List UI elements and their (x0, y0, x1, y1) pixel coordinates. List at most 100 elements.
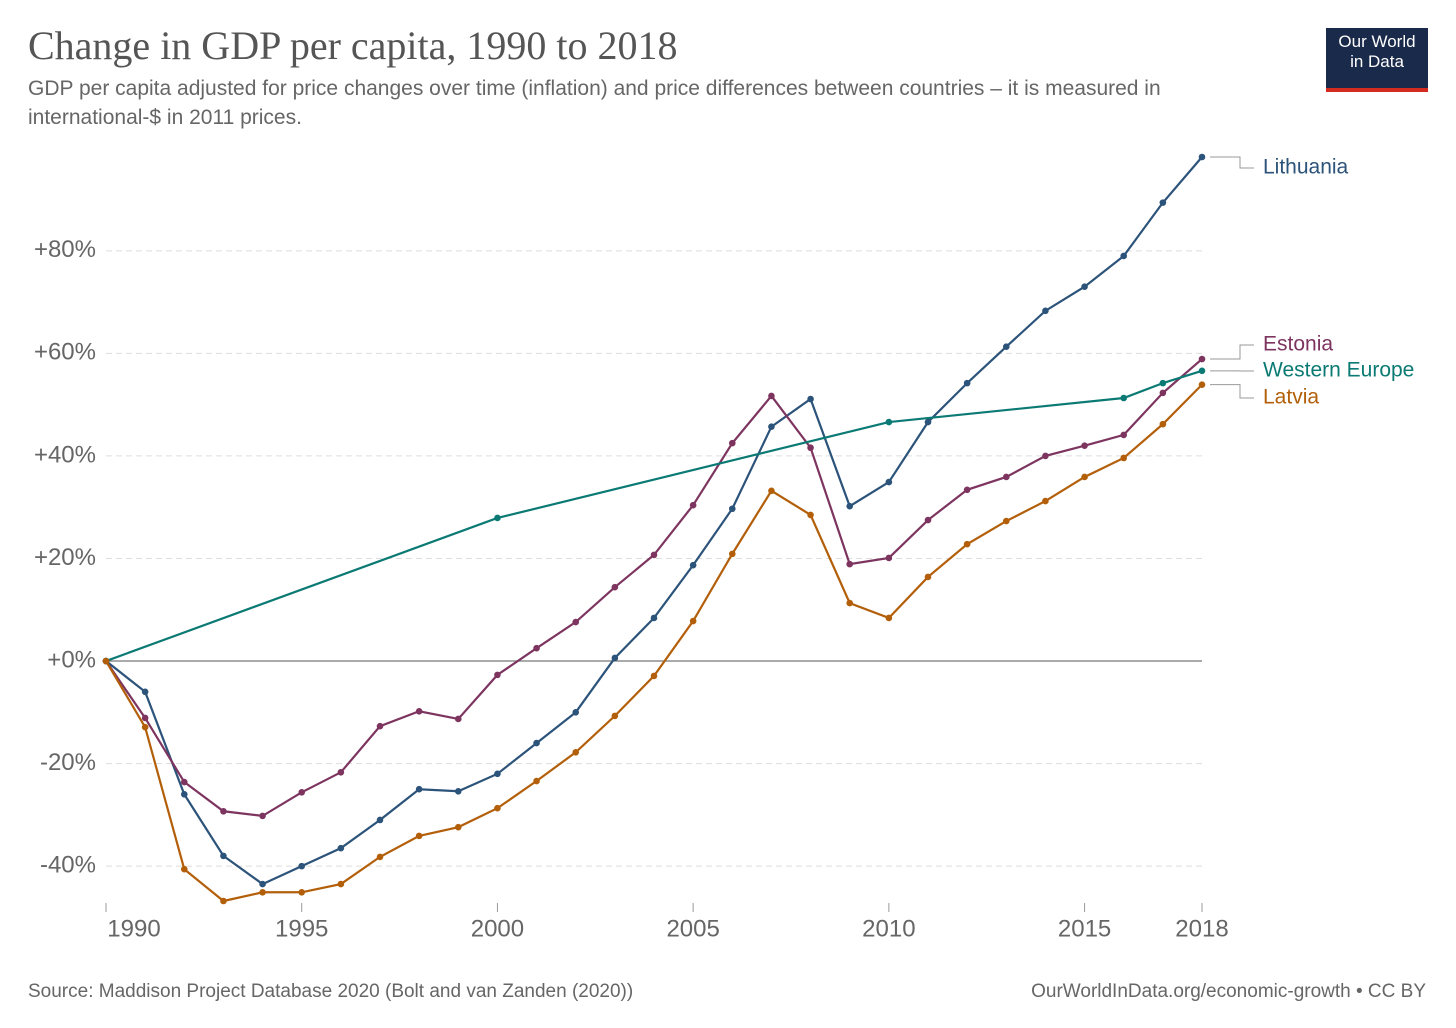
label-connector (1210, 384, 1254, 399)
data-point (728, 550, 736, 558)
data-point (180, 865, 188, 873)
series-line (105, 358, 1203, 818)
y-tick-label: -40% (40, 851, 96, 878)
data-point (846, 599, 854, 607)
label-connector (1210, 156, 1254, 169)
data-point (1081, 442, 1088, 449)
data-point (376, 816, 384, 824)
data-point (1198, 153, 1206, 161)
data-point (885, 554, 893, 562)
data-point (1159, 199, 1167, 206)
series-label: Western Europe (1263, 359, 1414, 382)
data-point (768, 392, 775, 400)
data-point (454, 823, 462, 831)
data-point (1120, 431, 1128, 439)
data-point (533, 739, 540, 747)
series-line (105, 369, 1203, 663)
data-point (1081, 473, 1088, 481)
x-tick-label: 2005 (666, 915, 719, 942)
data-point (259, 812, 266, 820)
x-tick-label: 1995 (275, 915, 328, 942)
x-tick-label: 2018 (1175, 915, 1228, 942)
chart-subtitle: GDP per capita adjusted for price change… (28, 77, 1161, 129)
data-point (768, 423, 775, 431)
data-point (1159, 379, 1167, 387)
data-point (1042, 452, 1049, 460)
data-point (572, 709, 580, 716)
data-point (494, 671, 501, 679)
data-point (337, 844, 345, 852)
data-point (376, 853, 384, 861)
data-point (1042, 307, 1049, 315)
y-tick-label: +60% (34, 339, 96, 366)
data-point (337, 768, 345, 776)
data-point (1198, 381, 1206, 388)
data-point (650, 614, 658, 622)
data-point (650, 551, 658, 559)
data-point (650, 672, 658, 680)
data-point (1081, 283, 1088, 291)
y-tick-label: -20% (40, 749, 96, 776)
series-label: Lithuania (1263, 156, 1349, 179)
data-point (1159, 389, 1167, 397)
data-point (259, 880, 266, 888)
x-tick-label: 2010 (862, 915, 915, 942)
data-point (454, 715, 462, 723)
data-point (337, 880, 345, 888)
credit-link[interactable]: OurWorldInData.org/economic-growth • CC … (1031, 981, 1426, 1002)
data-point (924, 418, 932, 426)
series-line (105, 383, 1203, 903)
data-point (1198, 367, 1206, 375)
data-point (220, 852, 227, 860)
data-point (454, 787, 462, 795)
source-note: Source: Maddison Project Database 2020 (… (28, 981, 634, 1002)
data-point (1002, 343, 1010, 351)
data-point (494, 770, 501, 778)
x-tick-label: 2000 (471, 915, 524, 942)
data-point (415, 785, 423, 793)
data-point (533, 777, 540, 785)
data-point (298, 788, 306, 796)
data-point (220, 897, 227, 905)
data-point (572, 618, 580, 626)
data-point (689, 561, 697, 569)
data-point (1159, 420, 1167, 428)
data-point (259, 888, 266, 896)
data-point (298, 888, 306, 896)
data-point (1002, 517, 1010, 525)
data-point (1042, 497, 1049, 505)
chart-title: Change in GDP per capita, 1990 to 2018 (28, 23, 678, 68)
data-point (885, 478, 893, 486)
data-point (1120, 252, 1128, 260)
data-point (728, 439, 736, 447)
data-point (963, 379, 971, 387)
series-label: Estonia (1263, 333, 1333, 356)
data-point (141, 688, 149, 696)
data-point (768, 487, 775, 495)
data-point (1120, 454, 1128, 462)
y-tick-label: +20% (34, 544, 96, 571)
x-tick-label: 2015 (1058, 915, 1111, 942)
data-point (807, 444, 814, 452)
data-point (963, 486, 971, 494)
data-point (807, 511, 814, 519)
data-point (924, 516, 932, 524)
data-point (846, 502, 854, 510)
data-point (611, 583, 619, 591)
data-point (807, 395, 814, 403)
data-point (611, 654, 619, 662)
y-tick-label: +40% (34, 441, 96, 468)
data-point (572, 749, 580, 756)
x-tick-label: 1990 (107, 915, 160, 942)
data-point (141, 723, 149, 731)
data-point (1002, 473, 1010, 481)
y-tick-label: +80% (34, 236, 96, 263)
logo[interactable]: Our World in Data (1326, 28, 1428, 92)
data-point (689, 501, 697, 509)
series-label: Latvia (1263, 386, 1319, 409)
data-point (180, 791, 188, 798)
data-point (846, 560, 854, 568)
data-point (298, 862, 306, 870)
